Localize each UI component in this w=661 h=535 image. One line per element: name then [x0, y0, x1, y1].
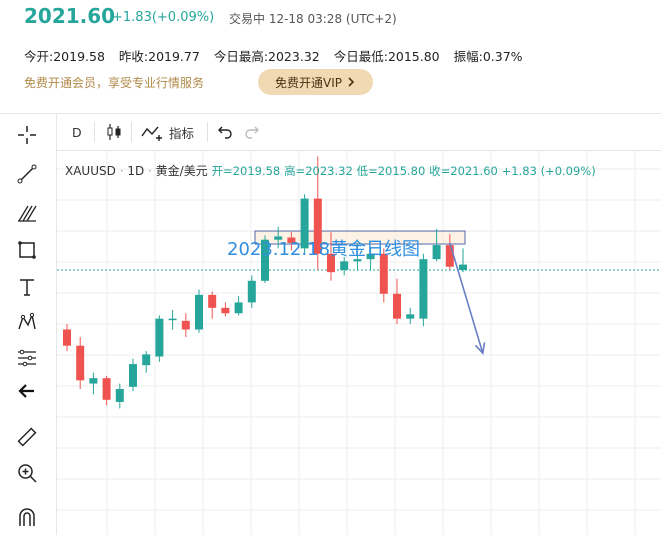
legend-change: +1.83 (+0.09%): [501, 164, 596, 178]
candle-body: [445, 245, 454, 267]
fib-icon: [18, 205, 37, 222]
toolbar-divider: [207, 122, 208, 142]
candle-body: [63, 329, 71, 346]
candle-body: [115, 388, 124, 402]
interval-button[interactable]: D: [72, 120, 82, 144]
stats-row: 今开:2019.58 昨收:2019.77 今日最高:2023.32 今日最低:…: [24, 46, 533, 65]
trend-line-icon: [17, 164, 37, 184]
stat-high: 今日最高:2023.32: [213, 49, 320, 64]
candle-body: [432, 245, 441, 260]
magnet-tool[interactable]: [12, 502, 42, 532]
ruler-tool[interactable]: [12, 422, 42, 452]
forecast-arrow: [449, 242, 484, 354]
stat-amplitude: 振幅:0.37%: [453, 49, 523, 64]
legend-name: 黄金/美元: [155, 164, 208, 178]
toolbar-divider: [94, 122, 95, 142]
candle-body: [208, 294, 217, 308]
candle-body: [195, 294, 203, 330]
redo-button[interactable]: [244, 120, 260, 144]
prediction-icon: [18, 349, 36, 367]
price-change: +1.83(+0.09%): [112, 10, 215, 25]
chart-title: 2023.12.18黄金日线图: [227, 239, 421, 260]
candle-body: [379, 253, 388, 294]
text-tool[interactable]: [12, 272, 42, 302]
stat-open: 今开:2019.58: [24, 49, 105, 64]
candle-body: [261, 239, 269, 281]
interval-label: D: [72, 124, 82, 140]
indicators-label: 指标: [169, 125, 195, 141]
undo-button[interactable]: [217, 120, 233, 144]
candle-body: [366, 253, 375, 260]
price-chart[interactable]: [57, 151, 661, 535]
pattern-tool[interactable]: [12, 307, 42, 337]
candle-body: [234, 302, 243, 314]
candle-body: [419, 259, 428, 319]
forecast-arrow-head: [474, 342, 486, 356]
fib-tool[interactable]: [12, 198, 42, 228]
trend-line-tool[interactable]: [12, 159, 42, 189]
magnet-icon: [19, 508, 35, 526]
legend-interval: 1D: [127, 164, 145, 178]
candlestick-icon: [107, 124, 121, 140]
legend-open: 开=2019.58: [211, 164, 281, 178]
legend-low: 低=2015.80: [356, 164, 426, 178]
quote-header: 2021.60 +1.83(+0.09%) 交易中 12-18 03:28 (U…: [0, 0, 661, 110]
promo-text: 免费开通会员，享受专业行情服务: [24, 76, 205, 90]
candle-body: [327, 253, 335, 273]
candle-body: [129, 364, 137, 387]
vip-button-label: 免费开通VIP: [275, 75, 342, 90]
legend-close: 收=2021.60: [429, 164, 498, 178]
candle-body: [340, 261, 349, 270]
legend-high: 高=2023.32: [284, 164, 353, 178]
candle-body: [155, 318, 164, 357]
left-toolbar: [0, 114, 57, 535]
candle-body: [168, 318, 177, 321]
ruler-icon: [17, 427, 37, 447]
candle-body: [287, 237, 296, 243]
candle-body: [406, 314, 415, 319]
chart-legend: XAUUSD · 1D · 黄金/美元 开=2019.58 高=2023.32 …: [65, 164, 596, 178]
toolbar-divider: [131, 122, 132, 142]
chevron-right-icon: [348, 77, 355, 87]
candle-body: [393, 293, 401, 319]
redo-icon: [245, 126, 259, 139]
candle-body: [459, 264, 467, 270]
prediction-tool[interactable]: [12, 343, 42, 373]
crosshair-tool[interactable]: [12, 120, 42, 150]
candle-type-button[interactable]: [105, 120, 123, 144]
candle-body: [181, 320, 190, 330]
candle-body: [142, 354, 151, 366]
text-icon: [20, 279, 34, 296]
crosshair-icon: [18, 126, 36, 144]
current-price: 2021.60: [24, 4, 116, 28]
chart-toolbar: D 指标: [57, 114, 661, 151]
candle-body: [313, 198, 322, 254]
candle-body: [247, 280, 256, 303]
zoom-in-icon: [18, 464, 37, 483]
zoom-tool[interactable]: [12, 458, 42, 488]
legend-symbol: XAUUSD: [65, 164, 116, 178]
candle-body: [300, 198, 309, 249]
candle-body: [274, 236, 283, 240]
rectangle-icon: [18, 241, 36, 259]
header-divider: [0, 113, 661, 114]
candle-body: [353, 259, 362, 262]
candle-body: [102, 378, 111, 400]
indicators-icon: [141, 126, 162, 141]
pattern-icon: [18, 312, 36, 330]
vip-button[interactable]: 免费开通VIP: [258, 69, 373, 95]
candle-body: [76, 345, 85, 381]
indicators-button[interactable]: 指标: [141, 120, 194, 144]
candle-body: [221, 307, 230, 314]
candle-body: [89, 378, 98, 384]
back-tool[interactable]: [12, 376, 42, 406]
back-arrow-icon: [18, 384, 34, 398]
stat-prev-close: 昨收:2019.77: [118, 49, 200, 64]
rectangle-tool[interactable]: [12, 235, 42, 265]
undo-icon: [218, 126, 232, 139]
chart-area[interactable]: XAUUSD · 1D · 黄金/美元 开=2019.58 高=2023.32 …: [57, 151, 661, 535]
market-status: 交易中 12-18 03:28 (UTC+2): [229, 12, 397, 26]
stat-low: 今日最低:2015.80: [333, 49, 440, 64]
